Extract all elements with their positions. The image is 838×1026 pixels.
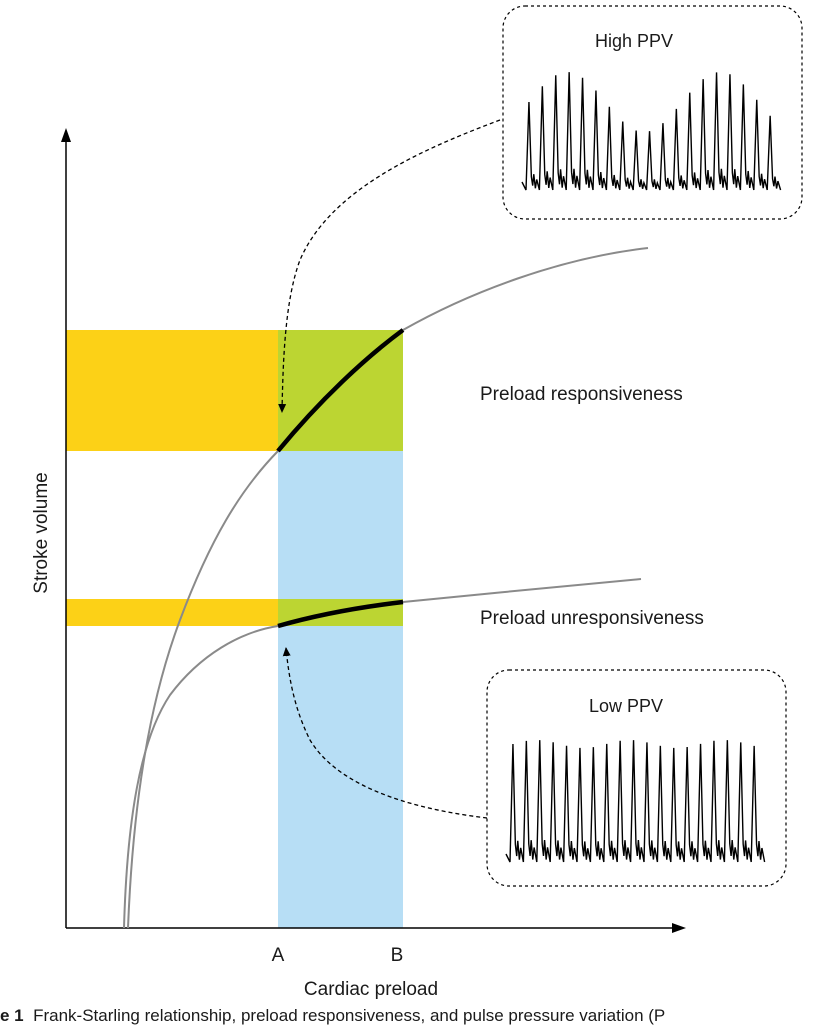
x-tick-label-a: A bbox=[272, 945, 285, 966]
x-tick-label-b: B bbox=[391, 945, 404, 966]
lower-yellow-band bbox=[66, 599, 278, 626]
high-ppv-waveform bbox=[521, 72, 782, 191]
low-ppv-title: Low PPV bbox=[589, 696, 663, 716]
preload-unresponsiveness-label: Preload unresponsiveness bbox=[480, 608, 704, 629]
upper-starling-curve bbox=[127, 247, 649, 929]
upper-yellow-band bbox=[66, 330, 278, 451]
high-ppv-title: High PPV bbox=[595, 31, 673, 51]
preload-responsiveness-label: Preload responsiveness bbox=[480, 384, 683, 405]
blue-band-low bbox=[278, 626, 403, 928]
x-axis-label: Cardiac preload bbox=[304, 979, 438, 1000]
blue-band-mid bbox=[278, 451, 403, 599]
lower-highlight-segment bbox=[277, 599, 404, 629]
y-axis-arrowhead bbox=[61, 128, 71, 142]
caption-figure-number: e 1 bbox=[0, 1006, 24, 1025]
caption-text: Frank-Starling relationship, preload res… bbox=[33, 1006, 666, 1025]
low-ppv-waveform bbox=[505, 740, 766, 863]
upper-highlight-segment bbox=[276, 328, 405, 453]
upper-green-band bbox=[278, 330, 403, 451]
y-axis-label: Stroke volume bbox=[31, 472, 52, 593]
high-ppv-connector-arrow bbox=[278, 119, 501, 413]
x-axis-arrowhead bbox=[672, 923, 686, 933]
figure-caption: e 1 Frank-Starling relationship, preload… bbox=[0, 1006, 838, 1026]
